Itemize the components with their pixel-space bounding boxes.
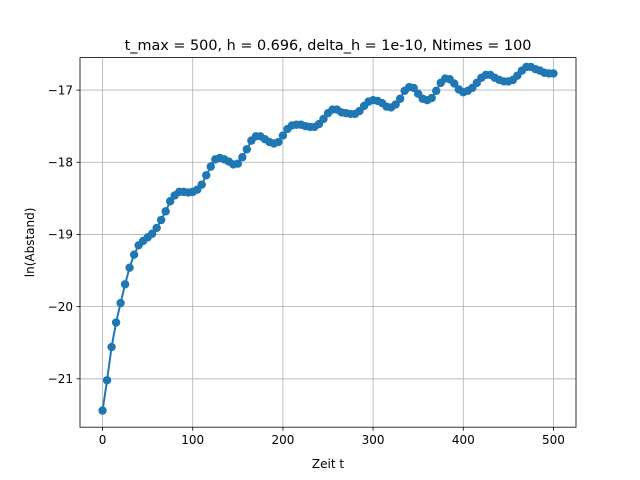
y-tick-label: −18: [48, 155, 73, 169]
data-series: [98, 62, 558, 415]
data-point: [129, 250, 139, 259]
y-axis-label: ln(Abstand): [23, 208, 37, 278]
plot-frame: [79, 57, 577, 428]
y-tick-label: −17: [48, 83, 73, 97]
y-tick-label: −19: [48, 228, 73, 242]
data-point: [395, 94, 405, 103]
data-point: [238, 153, 247, 162]
data-point: [427, 93, 436, 103]
chart-title: t_max = 500, h = 0.696, delta_h = 1e-10,…: [125, 38, 532, 54]
data-point: [107, 342, 116, 352]
data-point: [319, 114, 328, 124]
y-tick-label: −21: [48, 372, 73, 386]
data-point: [450, 79, 459, 88]
x-axis-label: Zeit t: [312, 457, 344, 471]
data-point: [120, 280, 130, 289]
data-point: [165, 197, 175, 206]
data-point: [278, 131, 288, 140]
x-tick-label: 200: [271, 433, 294, 447]
data-point: [233, 159, 243, 168]
data-point: [156, 215, 166, 225]
x-tick-label: 400: [452, 433, 475, 447]
data-point: [116, 298, 125, 308]
data-point: [409, 83, 418, 93]
data-point: [242, 145, 252, 154]
axis-ticks: 0 100 200 300 400 500 −21 −20 −19 −18 −17: [48, 83, 565, 447]
data-point: [391, 100, 400, 109]
data-point: [152, 223, 161, 233]
y-tick-label: −20: [48, 300, 73, 314]
data-point: [549, 69, 558, 78]
data-point: [111, 318, 121, 327]
x-tick-label: 500: [542, 433, 565, 447]
data-point: [432, 86, 441, 96]
grid-lines: [80, 57, 576, 428]
data-point: [98, 406, 107, 415]
data-point: [147, 229, 157, 238]
data-point: [197, 180, 206, 189]
data-point: [206, 162, 215, 171]
data-point: [202, 171, 211, 180]
x-tick-label: 0: [99, 433, 107, 447]
data-point: [274, 137, 283, 147]
data-point: [161, 207, 170, 216]
x-tick-label: 300: [362, 433, 385, 447]
data-point: [102, 376, 112, 385]
x-tick-label: 100: [181, 433, 204, 447]
series-line: [101, 65, 554, 411]
data-point: [125, 263, 134, 272]
